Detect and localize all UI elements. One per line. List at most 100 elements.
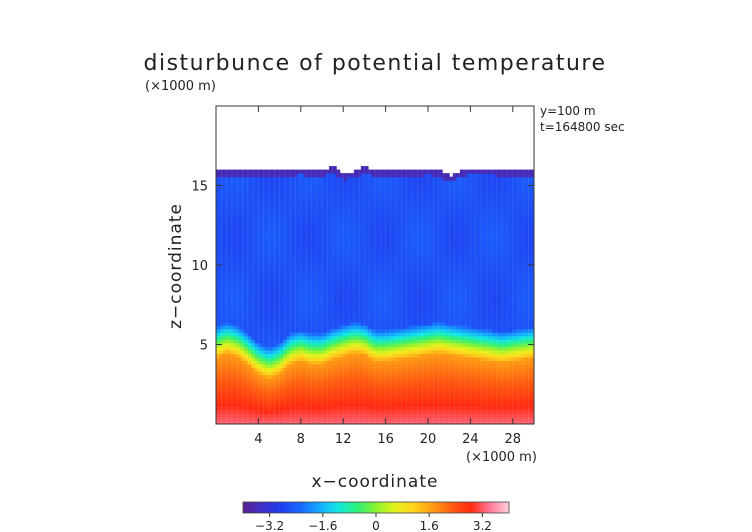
heatmap-cell <box>311 310 316 316</box>
heatmap-cell <box>311 413 316 418</box>
heatmap-cell <box>367 335 373 340</box>
heatmap-cell <box>431 378 436 383</box>
heatmap-cell <box>403 194 408 199</box>
heatmap-cell <box>367 169 373 174</box>
heatmap-cell <box>318 296 323 301</box>
heatmap-cell <box>286 332 291 337</box>
heatmap-cell <box>325 371 330 376</box>
heatmap-cell <box>272 212 277 217</box>
heatmap-cell <box>322 180 327 185</box>
heatmap-cell <box>420 265 426 270</box>
heatmap-cell <box>251 272 256 277</box>
heatmap-cell <box>382 378 387 383</box>
heatmap-cell <box>435 381 440 386</box>
heatmap-cell <box>375 219 380 224</box>
heatmap-cell <box>435 247 440 252</box>
heatmap-cell <box>431 169 436 174</box>
heatmap-cell <box>336 328 341 333</box>
heatmap-cell <box>311 406 316 411</box>
heatmap-cell <box>279 268 284 273</box>
heatmap-cell <box>307 236 312 241</box>
heatmap-cell <box>428 279 433 284</box>
heatmap-cell <box>322 279 327 284</box>
heatmap-cell <box>396 342 401 347</box>
heatmap-cell <box>389 293 394 298</box>
heatmap-cell <box>272 402 277 407</box>
heatmap-cell <box>258 254 263 259</box>
heatmap-cell <box>237 265 242 270</box>
heatmap-cell <box>389 307 394 312</box>
heatmap-cell <box>276 261 281 266</box>
heatmap-cell <box>261 219 267 224</box>
heatmap-cell <box>272 409 277 414</box>
heatmap-cell <box>410 385 415 390</box>
heatmap-cell <box>283 420 288 424</box>
heatmap-cell <box>417 378 422 383</box>
heatmap-cell <box>417 286 422 291</box>
heatmap-cell <box>435 176 440 181</box>
heatmap-cell <box>329 272 334 277</box>
heatmap-cell <box>244 332 249 337</box>
heatmap-cell <box>382 236 387 241</box>
heatmap-cell <box>318 360 323 365</box>
heatmap-cell <box>226 420 231 424</box>
heatmap-cell <box>339 310 344 316</box>
heatmap-cell <box>311 194 316 199</box>
heatmap-cell <box>290 261 295 266</box>
heatmap-cell <box>240 420 245 424</box>
heatmap-cell <box>247 236 252 241</box>
heatmap-cell <box>399 279 404 284</box>
heatmap-cell <box>251 286 256 291</box>
heatmap-cell <box>325 307 330 312</box>
heatmap-cell <box>314 183 320 188</box>
heatmap-cell <box>336 363 341 369</box>
heatmap-cell <box>364 303 369 308</box>
heatmap-cell <box>350 374 355 379</box>
heatmap-cell <box>353 360 358 365</box>
heatmap-cell <box>233 374 238 379</box>
heatmap-cell <box>325 257 330 263</box>
heatmap-cell <box>304 300 309 305</box>
heatmap-cell <box>392 321 397 326</box>
heatmap-cell <box>279 349 284 354</box>
heatmap-cell <box>431 226 436 231</box>
heatmap-cell <box>276 402 281 407</box>
heatmap-cell <box>442 332 447 337</box>
heatmap-cell <box>420 279 426 284</box>
heatmap-cell <box>420 399 426 404</box>
heatmap-cell <box>304 219 309 224</box>
heatmap-cell <box>375 367 380 372</box>
heatmap-cell <box>413 215 418 220</box>
heatmap-cell <box>346 254 351 259</box>
heatmap-cell <box>286 392 291 397</box>
heatmap-cell <box>385 339 390 344</box>
heatmap-cell <box>216 406 221 411</box>
heatmap-cell <box>431 402 436 407</box>
heatmap-cell <box>371 236 376 241</box>
heatmap-cell <box>318 342 323 347</box>
heatmap-cell <box>297 173 302 178</box>
heatmap-cell <box>364 367 369 372</box>
heatmap-cell <box>452 265 457 270</box>
heatmap-cell <box>343 215 348 220</box>
heatmap-cell <box>378 346 383 351</box>
heatmap-cell <box>223 353 228 358</box>
heatmap-cell <box>389 204 394 210</box>
heatmap-cell <box>456 272 461 277</box>
heatmap-cell <box>343 371 348 376</box>
heatmap-cell <box>399 300 404 305</box>
heatmap-cell <box>329 296 334 301</box>
heatmap-cell <box>431 194 436 199</box>
heatmap-cell <box>410 201 415 206</box>
heatmap-cell <box>431 310 436 316</box>
heatmap-cell <box>332 176 337 181</box>
heatmap-cell <box>367 289 373 294</box>
heatmap-cell <box>420 215 426 220</box>
heatmap-cell <box>322 236 327 241</box>
heatmap-cell <box>435 187 440 192</box>
heatmap-cell <box>254 356 259 361</box>
heatmap-cell <box>389 261 394 266</box>
heatmap-cell <box>371 194 376 199</box>
heatmap-cell <box>322 229 327 234</box>
heatmap-cell <box>276 197 281 202</box>
